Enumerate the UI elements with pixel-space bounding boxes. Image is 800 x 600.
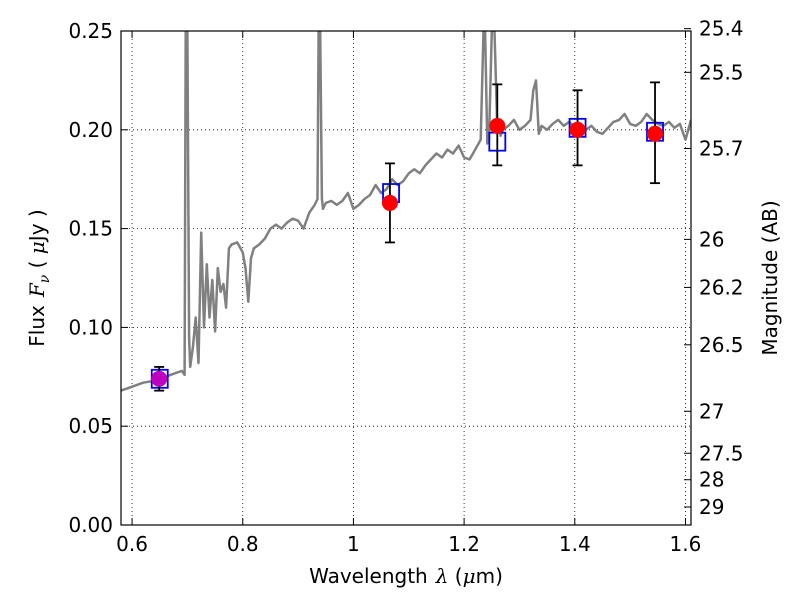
y-tick-label: 0.00 xyxy=(68,513,113,537)
y-tick-label: 0.10 xyxy=(68,315,113,339)
x-tick-label: 1.4 xyxy=(559,532,591,556)
mag-tick-label: 26.2 xyxy=(699,275,744,299)
y2-axis-title: Magnitude (AB) xyxy=(758,200,782,355)
mag-tick-label: 27 xyxy=(699,399,724,423)
y-axis-title: FluxFν ( μJy ) xyxy=(25,209,53,346)
mag-tick-label: 25.5 xyxy=(699,60,744,84)
observed-point xyxy=(569,121,586,138)
plot-frame xyxy=(120,30,692,526)
mag-tick-label: 29 xyxy=(699,495,724,519)
mag-tick-label: 25.4 xyxy=(699,17,744,41)
mag-tick-label: 28 xyxy=(699,468,724,492)
mag-tick-label: 25.7 xyxy=(699,136,744,160)
mag-tick-label: 26.5 xyxy=(699,333,744,357)
model-spectrum-line xyxy=(121,31,691,392)
axes-frame: 0.6 0.8 1 1.2 1.4 1.6 0.00 0.05 0.10 0.15 0.20 0.25… xyxy=(68,17,743,556)
observed-point xyxy=(381,194,398,211)
mag-tick-label: 27.5 xyxy=(699,441,744,465)
observed-point xyxy=(151,370,168,387)
x-tick-label: 1.6 xyxy=(670,532,702,556)
plot-series xyxy=(121,31,691,392)
x-tick-label: 1.2 xyxy=(448,532,480,556)
y-tick-label: 0.05 xyxy=(68,414,113,438)
x-tick-label: 0.8 xyxy=(227,532,259,556)
mag-tick-label: 26 xyxy=(699,227,724,251)
x-axis-title: Wavelength λ (μm) xyxy=(309,564,503,588)
y-tick-label: 0.25 xyxy=(68,19,113,43)
observed-point xyxy=(489,117,506,134)
y-tick-label: 0.20 xyxy=(68,118,113,142)
observed-point xyxy=(647,125,664,142)
x-tick-label: 1 xyxy=(347,532,360,556)
y-tick-label: 0.15 xyxy=(68,217,113,241)
x-tick-label: 0.6 xyxy=(116,532,148,556)
